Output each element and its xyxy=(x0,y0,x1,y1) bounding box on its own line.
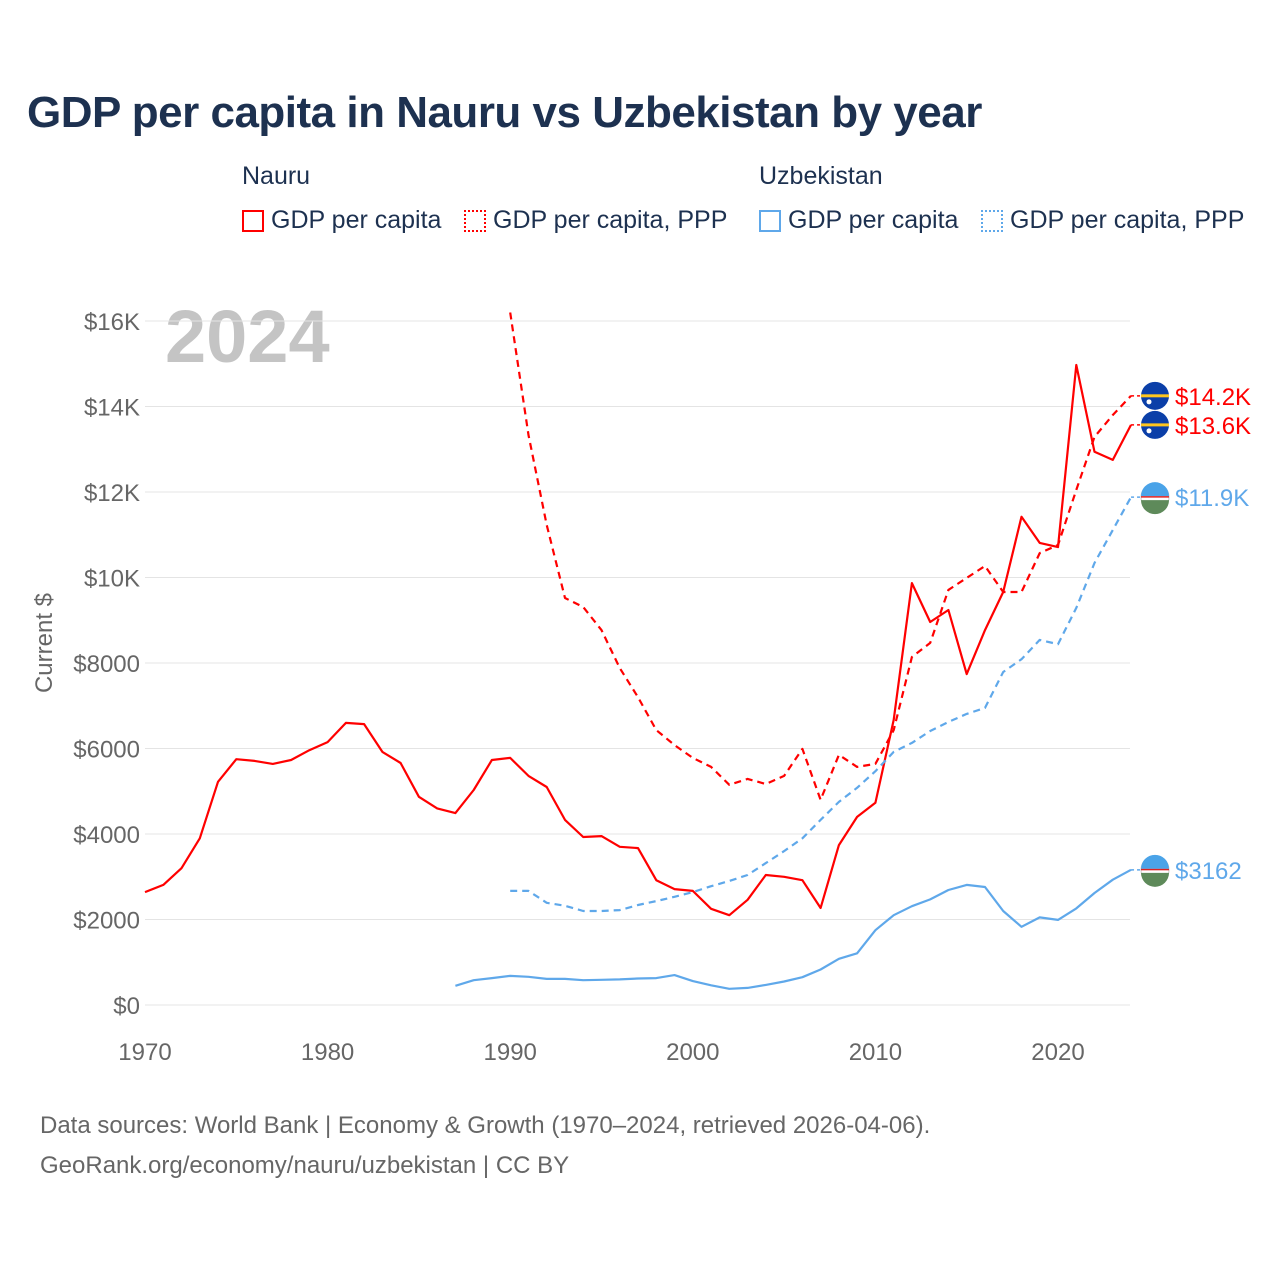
y-tick-label: $6000 xyxy=(73,737,140,764)
end-value-label: $14.2K xyxy=(1175,384,1251,411)
x-tick-label: 1970 xyxy=(118,1039,171,1066)
y-axis-label: Current $ xyxy=(31,593,58,693)
legend-swatch-solid-blue xyxy=(759,209,781,232)
x-tick-label: 2020 xyxy=(1031,1039,1084,1066)
legend-swatch-dotted-blue xyxy=(981,209,1003,232)
legend-group-nauru: Nauru xyxy=(242,162,311,190)
end-value-label: $3162 xyxy=(1175,858,1242,885)
legend-label: GDP per capita, PPP xyxy=(1010,206,1245,234)
legend-nauru-gdp[interactable]: GDP per capita xyxy=(242,206,441,235)
legend-swatch-dotted-red xyxy=(464,209,486,232)
attribution-text: GeoRank.org/economy/nauru/uzbekistan | C… xyxy=(40,1152,570,1179)
year-watermark: 2024 xyxy=(165,295,330,378)
footer: Data sources: World Bank | Economy & Gro… xyxy=(40,1106,930,1186)
uzbekistan-flag-stripe xyxy=(1141,868,1169,871)
uzbekistan-flag-stripe xyxy=(1141,496,1169,498)
series-line-uzbekistan-gdp-per-capita xyxy=(455,868,1132,990)
x-tick-label: 1980 xyxy=(301,1039,354,1066)
nauru-flag-stripe xyxy=(1141,394,1169,398)
legend-uzbekistan-ppp[interactable]: GDP per capita, PPP xyxy=(981,206,1244,235)
legend-swatch-solid-red xyxy=(242,209,264,232)
y-tick-label: $12K xyxy=(84,480,140,507)
series-line-nauru-gdp-per-capita xyxy=(144,363,1132,917)
uzbekistan-flag-top xyxy=(1141,482,1169,497)
nauru-flag-stripe xyxy=(1141,423,1169,427)
y-tick-label: $14K xyxy=(84,395,140,422)
nauru-flag-star xyxy=(1146,428,1152,434)
y-tick-label: $8000 xyxy=(73,651,140,678)
y-tick-label: $16K xyxy=(84,309,140,336)
uzbekistan-flag-bottom xyxy=(1141,872,1169,887)
y-tick-label: $10K xyxy=(84,566,140,593)
series-line-uzbekistan-gdp-per-capita-ppp xyxy=(510,496,1132,913)
legend-group-uzbekistan: Uzbekistan xyxy=(759,162,883,190)
legend-nauru-ppp[interactable]: GDP per capita, PPP xyxy=(464,206,727,235)
x-tick-label: 1990 xyxy=(484,1039,537,1066)
nauru-flag-star xyxy=(1146,399,1152,405)
series-line-nauru-gdp-per-capita-ppp xyxy=(509,312,1132,801)
data-source-text: Data sources: World Bank | Economy & Gro… xyxy=(40,1112,931,1139)
legend-label: GDP per capita xyxy=(271,206,442,234)
legend-uzbekistan-gdp[interactable]: GDP per capita xyxy=(759,206,958,235)
end-value-label: $11.9K xyxy=(1175,485,1249,512)
x-tick-label: 2000 xyxy=(666,1039,719,1066)
legend-label: GDP per capita xyxy=(788,206,959,234)
legend-label: GDP per capita, PPP xyxy=(493,206,728,234)
uzbekistan-flag-bottom xyxy=(1141,500,1169,515)
end-value-label: $13.6K xyxy=(1175,413,1251,440)
x-tick-label: 2010 xyxy=(849,1039,902,1066)
chart-title: GDP per capita in Nauru vs Uzbekistan by… xyxy=(27,88,982,137)
y-tick-label: $2000 xyxy=(73,908,140,935)
uzbekistan-flag-top xyxy=(1141,854,1169,869)
y-tick-label: $4000 xyxy=(73,822,140,849)
y-tick-label: $0 xyxy=(113,993,140,1020)
